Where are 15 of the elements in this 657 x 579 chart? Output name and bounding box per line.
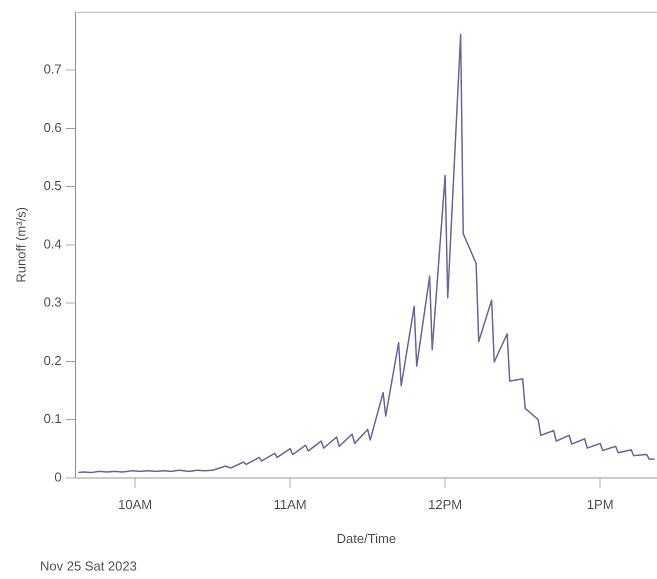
y-tick-label: 0.3 [44, 294, 62, 310]
y-tick-label: 0.7 [44, 62, 62, 77]
y-tick-label: 0.4 [44, 236, 62, 252]
x-tick-label: 1PM [586, 497, 614, 512]
x-tick-label: 12PM [428, 497, 462, 512]
y-tick-label: 0.5 [44, 178, 62, 194]
x-tick-label: 11AM [274, 497, 307, 512]
text: Nov 25 Sat 2023 [40, 558, 137, 574]
x-tick-label: 10AM [118, 497, 152, 512]
y-tick-label: 0.6 [44, 120, 62, 135]
y-axis-title: Runoff (m³/s) [13, 206, 28, 283]
x-axis-title: Date/Time [336, 530, 396, 546]
y-tick-label: 0 [54, 469, 62, 484]
y-tick-label: 0.2 [44, 352, 62, 368]
y-tick-label: 0.1 [44, 411, 62, 426]
